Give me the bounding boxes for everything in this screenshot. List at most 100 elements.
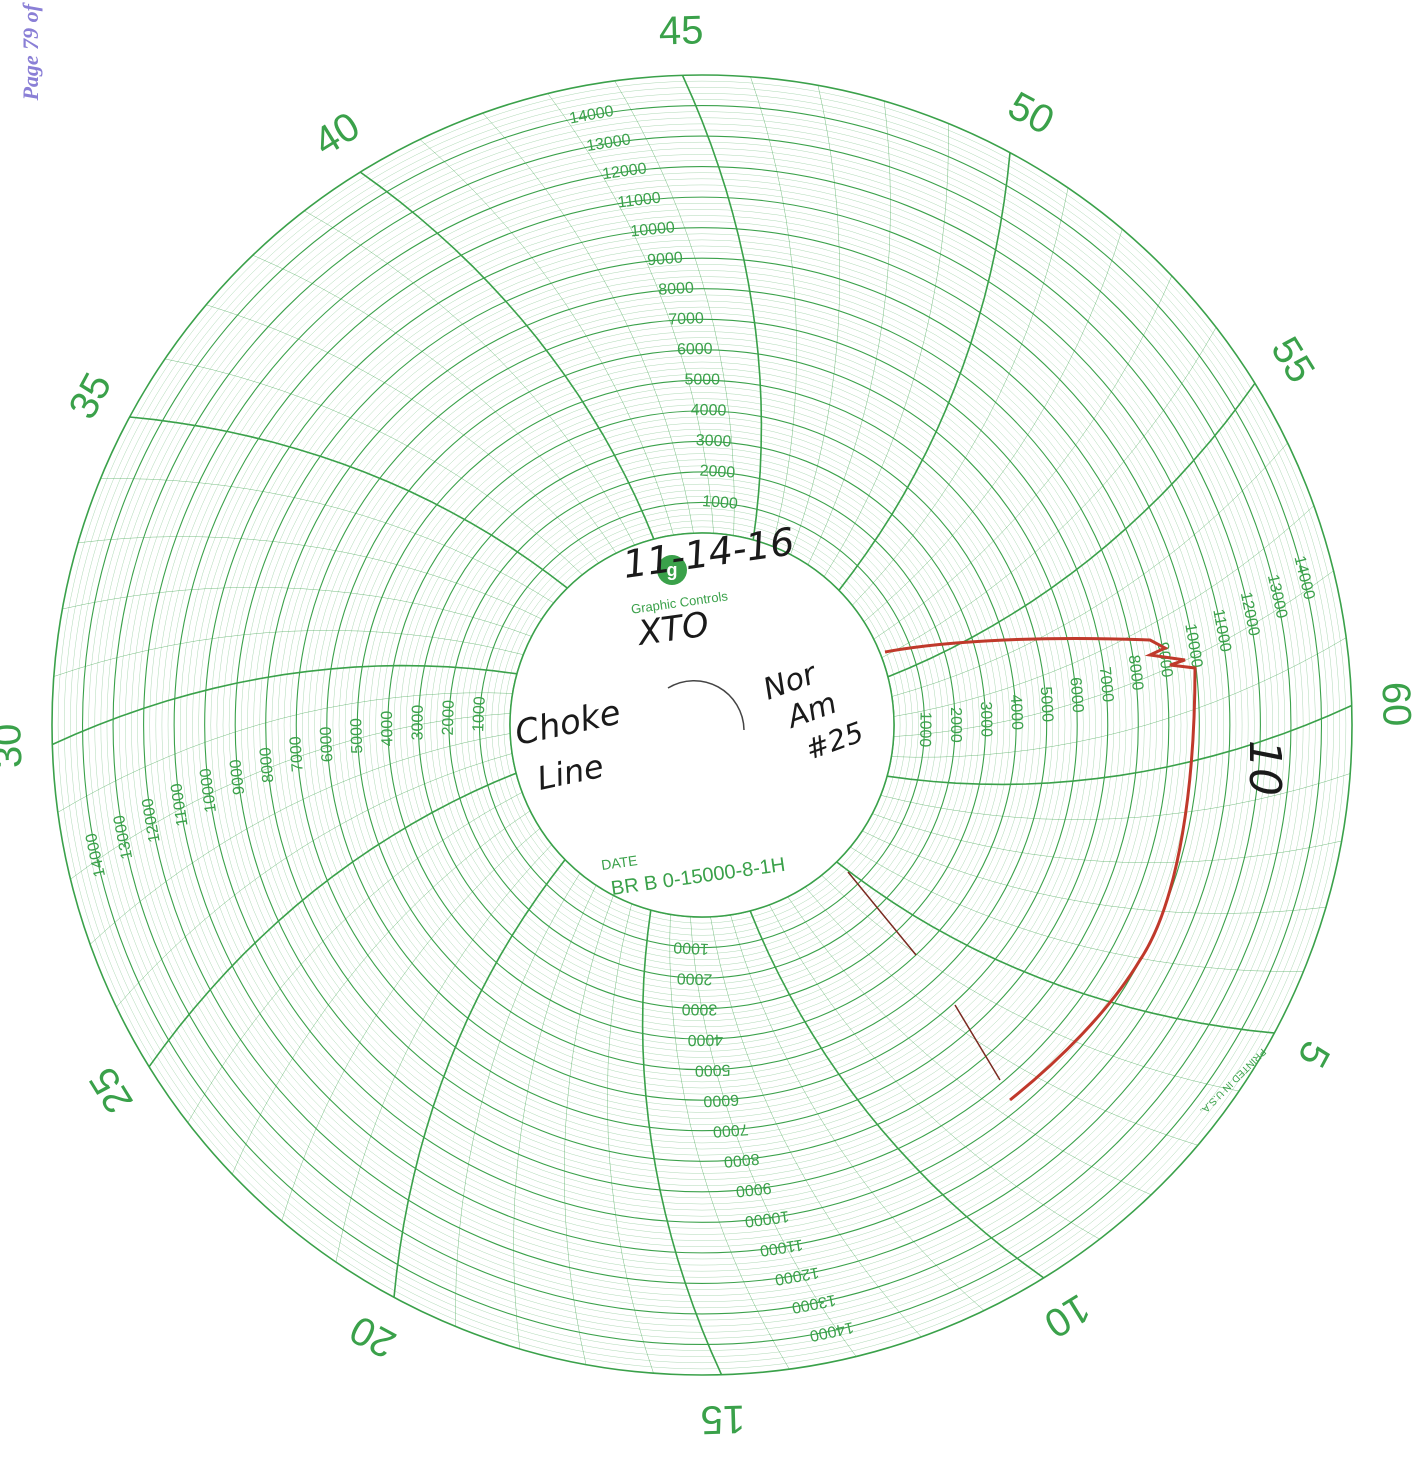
pressure-scale-label: 2000: [699, 463, 736, 482]
major-time-line: [359, 171, 655, 540]
pressure-ring: [234, 257, 1170, 1193]
minor-time-line: [850, 846, 1304, 972]
major-time-line: [681, 74, 763, 541]
pressure-ring: [143, 166, 1261, 1284]
time-label: 40: [306, 104, 367, 165]
minor-pressure-ring: [412, 435, 992, 1015]
time-label: 5: [1289, 1034, 1338, 1074]
minor-pressure-ring: [76, 99, 1328, 1351]
pressure-scale-label: 3000: [977, 701, 995, 737]
pressure-scale-label: 8000: [257, 746, 277, 783]
pressure-scale-label: 3000: [409, 705, 426, 741]
minor-pressure-ring: [289, 312, 1115, 1138]
minor-time-line: [614, 80, 735, 536]
pressure-scale-label: 8000: [1125, 654, 1146, 691]
minor-pressure-ring: [430, 453, 974, 997]
date-label: DATE: [600, 852, 638, 873]
minor-pressure-ring: [131, 154, 1273, 1296]
minor-pressure-ring: [253, 276, 1151, 1174]
pressure-scale-label: 13000: [585, 131, 632, 155]
pressure-ring: [81, 104, 1323, 1346]
minor-time-line: [891, 442, 1288, 697]
minor-pressure-ring: [283, 306, 1121, 1144]
pressure-ring: [112, 135, 1292, 1315]
time-label: 45: [658, 8, 704, 53]
minor-time-line: [607, 903, 654, 1374]
minor-pressure-ring: [302, 325, 1102, 1125]
minor-time-line: [710, 916, 922, 1338]
minor-time-line: [750, 76, 797, 547]
pressure-rings: [51, 74, 1353, 1376]
minor-time-line: [872, 813, 1342, 863]
pressure-scale-label: 6000: [677, 341, 713, 359]
pressure-ring: [51, 74, 1353, 1376]
pressure-scale-label: 3000: [695, 432, 731, 450]
minor-time-line: [231, 810, 531, 1175]
pressure-scale-label: 2000: [440, 700, 458, 736]
pressure-scale-label: 8000: [723, 1150, 760, 1170]
minor-pressure-ring: [118, 141, 1286, 1309]
major-time-line: [641, 909, 723, 1376]
minor-pressure-ring: [424, 447, 980, 1003]
pressure-scale-label: 11000: [759, 1236, 804, 1259]
minor-pressure-ring: [241, 264, 1163, 1186]
pressure-scale-label: 1000: [470, 696, 489, 732]
minor-time-line: [78, 536, 542, 620]
minor-pressure-ring: [381, 404, 1023, 1046]
minor-pressure-ring: [406, 429, 998, 1021]
minor-time-line: [881, 327, 1217, 658]
pressure-scale-label: 9000: [647, 250, 684, 270]
pressure-scale-label: 10000: [630, 219, 676, 240]
minor-pressure-ring: [88, 111, 1316, 1339]
minor-time-line: [730, 914, 985, 1311]
pressure-ring: [265, 288, 1139, 1162]
pressure-scale-label: 5000: [1037, 686, 1056, 723]
time-label: 30: [0, 723, 30, 769]
minor-pressure-ring: [155, 178, 1249, 1272]
time-label: 25: [81, 1060, 142, 1121]
pressure-scale-label: 4000: [1007, 694, 1025, 730]
minor-pressure-ring: [277, 300, 1127, 1150]
minor-time-line: [89, 733, 511, 945]
pressure-scale-label: 4000: [379, 711, 396, 747]
time-label: 60: [1373, 681, 1418, 727]
minor-pressure-ring: [460, 483, 944, 967]
minor-time-line: [53, 630, 524, 677]
pressure-scale-label: 8000: [658, 280, 695, 299]
trace-pen-primary: [884, 637, 1197, 1102]
time-label: 10: [1037, 1285, 1098, 1346]
major-time-line: [836, 861, 1275, 1034]
pressure-scale-label: 3000: [681, 1000, 717, 1017]
minor-time-line: [62, 587, 532, 637]
minor-time-line: [564, 895, 614, 1365]
minor-time-line: [455, 873, 581, 1327]
pressure-scale-label: 6000: [1066, 677, 1086, 714]
time-label: 50: [1001, 84, 1061, 144]
minor-pressure-ring: [485, 508, 919, 942]
pressure-scale-label: 10000: [744, 1207, 790, 1230]
minor-pressure-ring: [467, 490, 937, 960]
minor-pressure-ring: [491, 514, 913, 936]
pressure-scale-label: 2000: [947, 707, 964, 743]
minor-pressure-ring: [222, 245, 1182, 1205]
minor-pressure-ring: [473, 496, 931, 954]
center-disc: [509, 532, 895, 918]
minor-pressure-ring: [271, 294, 1133, 1156]
minor-time-line: [821, 875, 1240, 1092]
major-time-line: [129, 416, 568, 589]
minor-time-line: [690, 916, 857, 1357]
minor-time-line: [863, 229, 1123, 622]
minor-pressure-ring: [247, 270, 1157, 1180]
minor-time-line: [304, 210, 635, 546]
minor-time-line: [70, 713, 511, 880]
graphic-controls-logo-icon: [657, 555, 687, 585]
time-label: 55: [1262, 329, 1323, 390]
pressure-scale-label: 1000: [916, 712, 934, 748]
minor-pressure-ring: [137, 160, 1267, 1290]
minor-time-line: [823, 123, 949, 577]
minor-time-line: [206, 304, 599, 564]
pressure-scale-label: 5000: [694, 1061, 730, 1079]
minor-pressure-ring: [106, 129, 1298, 1321]
pressure-scale-label: 12000: [1237, 591, 1263, 638]
major-time-line: [393, 859, 566, 1298]
